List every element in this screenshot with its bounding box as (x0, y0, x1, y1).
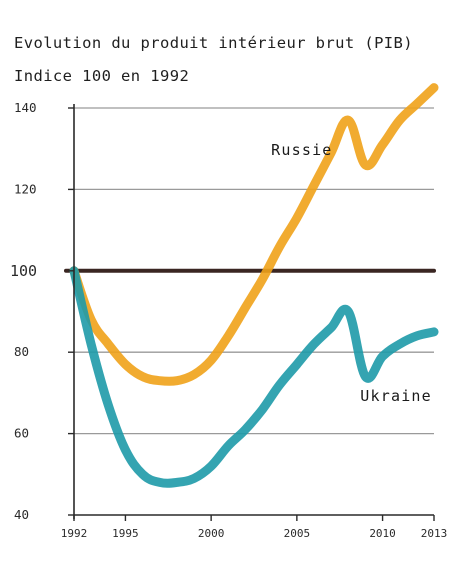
data-point-ukraine (159, 482, 160, 483)
data-point-ukraine (211, 466, 212, 467)
data-point-russie (296, 217, 297, 218)
series-line-ukraine (69, 266, 439, 488)
series-label-russie: Russie (271, 141, 332, 159)
data-point-russie (245, 307, 246, 308)
y-tick-label: 60 (14, 426, 29, 441)
data-point-russie (125, 364, 126, 365)
y-tick-label: 40 (14, 507, 29, 522)
data-point-ukraine (365, 376, 366, 377)
label-layer: Russie Ukraine (271, 141, 432, 405)
data-point-russie (348, 120, 349, 121)
x-tick-label: 1995 (112, 527, 139, 540)
data-point-ukraine (262, 409, 263, 410)
x-tick-label: 2010 (369, 527, 396, 540)
x-tick-label: 2013 (421, 527, 448, 540)
data-point-ukraine (279, 384, 280, 385)
x-tick-label: 2005 (284, 527, 311, 540)
x-tick-label: 1992 (61, 527, 88, 540)
y-tick-label: 80 (14, 344, 29, 359)
data-point-ukraine (382, 356, 383, 357)
data-point-ukraine (91, 343, 92, 344)
data-point-ukraine (313, 343, 314, 344)
data-point-ukraine (142, 474, 143, 475)
series-label-ukraine: Ukraine (360, 387, 432, 405)
data-point-ukraine (108, 405, 109, 406)
x-tick-label: 2000 (198, 527, 225, 540)
data-point-ukraine (331, 327, 332, 328)
chart-subtitle: Indice 100 en 1992 (14, 67, 190, 85)
data-point-russie (279, 246, 280, 247)
series-line-russie (69, 83, 439, 386)
data-point-russie (91, 319, 92, 320)
data-point-russie (159, 380, 160, 381)
data-point-ukraine (245, 429, 246, 430)
data-point-ukraine (296, 364, 297, 365)
data-point-russie (211, 360, 212, 361)
data-point-ukraine (416, 335, 417, 336)
data-point-ukraine (348, 311, 349, 312)
data-point-ukraine (399, 343, 400, 344)
data-point-russie (142, 376, 143, 377)
data-point-ukraine (125, 449, 126, 450)
data-point-ukraine (433, 331, 434, 332)
series-layer (69, 83, 439, 488)
axis-layer: 40 60 80 100 120 140 1992 1995 2000 2005 2010 2013 (10, 100, 447, 540)
data-point-russie (108, 343, 109, 344)
y-tick-label: 120 (14, 181, 37, 196)
data-point-russie (262, 278, 263, 279)
data-point-russie (382, 144, 383, 145)
data-point-russie (176, 380, 177, 381)
grid-layer (74, 107, 434, 435)
data-point-russie (313, 185, 314, 186)
y-tick-label: 100 (10, 262, 37, 280)
data-point-russie (416, 103, 417, 104)
data-point-ukraine (176, 482, 177, 483)
data-point-ukraine (193, 478, 194, 479)
data-point-russie (433, 87, 434, 88)
data-point-ukraine (228, 445, 229, 446)
y-tick-label: 140 (14, 100, 37, 115)
data-point-russie (193, 374, 194, 375)
data-point-russie (365, 164, 366, 165)
data-point-russie (228, 335, 229, 336)
data-point-russie (399, 120, 400, 121)
chart-title: Evolution du produit intérieur brut (PIB… (14, 34, 414, 52)
